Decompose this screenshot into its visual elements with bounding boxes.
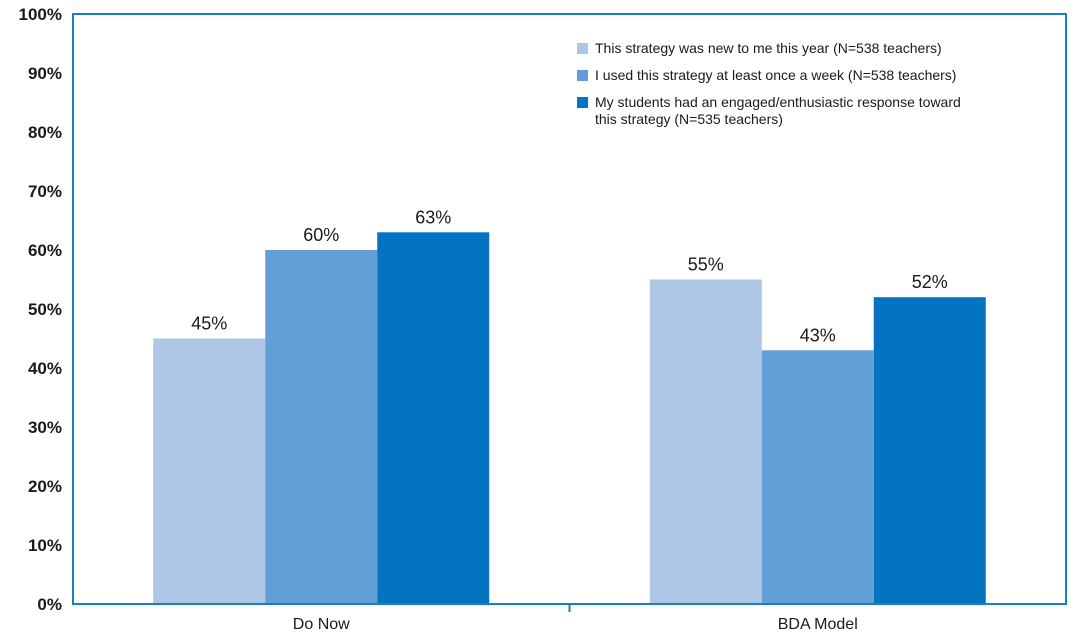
bar bbox=[761, 350, 874, 604]
bar bbox=[265, 250, 378, 604]
x-tick-label: BDA Model bbox=[778, 616, 858, 633]
data-label: 55% bbox=[688, 255, 724, 275]
legend-swatch bbox=[577, 43, 588, 54]
legend-label: My students had an engaged/enthusiastic … bbox=[595, 94, 961, 110]
legend-swatch bbox=[577, 97, 588, 108]
y-tick-label: 30% bbox=[28, 418, 62, 437]
y-tick-label: 20% bbox=[28, 477, 62, 496]
plot-frame bbox=[72, 13, 1067, 605]
data-label: 52% bbox=[912, 272, 948, 292]
bar bbox=[873, 297, 986, 604]
bar bbox=[153, 338, 266, 604]
legend-swatch bbox=[577, 70, 588, 81]
data-label: 45% bbox=[191, 314, 227, 334]
data-label: 60% bbox=[303, 225, 339, 245]
y-tick-label: 90% bbox=[28, 64, 62, 83]
y-tick-label: 10% bbox=[28, 536, 62, 555]
y-tick-label: 0% bbox=[37, 595, 62, 614]
x-tick-label: Do Now bbox=[293, 616, 350, 633]
bars bbox=[153, 232, 986, 605]
bar bbox=[377, 232, 490, 605]
y-tick-label: 40% bbox=[28, 359, 62, 378]
y-tick-label: 50% bbox=[28, 300, 62, 319]
y-tick-label: 70% bbox=[28, 182, 62, 201]
y-tick-label: 100% bbox=[19, 5, 62, 24]
data-label: 43% bbox=[800, 325, 836, 345]
data-label: 63% bbox=[415, 207, 451, 227]
legend-label: I used this strategy at least once a wee… bbox=[595, 67, 956, 83]
x-axis: Do Now BDA Model bbox=[293, 604, 858, 633]
y-axis: 0% 10% 20% 30% 40% 50% 60% 70% 80% 90% 100% bbox=[19, 5, 62, 614]
legend-label: this strategy (N=535 teachers) bbox=[595, 111, 783, 127]
y-tick-label: 80% bbox=[28, 123, 62, 142]
bar bbox=[649, 279, 762, 604]
legend-label: This strategy was new to me this year (N… bbox=[595, 40, 942, 56]
data-labels: 45% 60% 63% 55% 43% 52% bbox=[191, 207, 948, 345]
legend: This strategy was new to me this year (N… bbox=[577, 40, 961, 127]
y-tick-label: 60% bbox=[28, 241, 62, 260]
